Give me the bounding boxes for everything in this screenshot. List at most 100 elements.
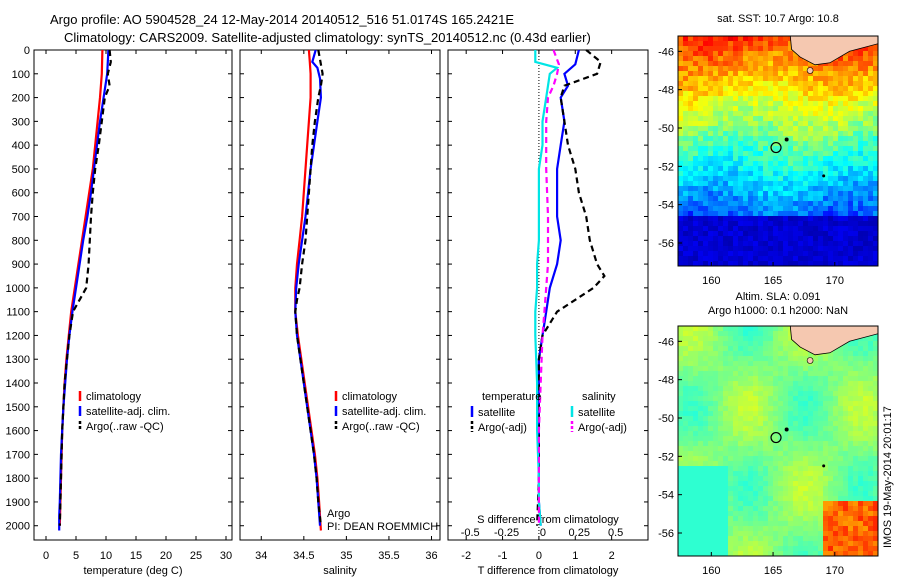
map-cell <box>818 371 823 376</box>
map-cell <box>803 381 808 386</box>
map-cell <box>748 361 753 366</box>
map-cell <box>788 351 793 356</box>
map-cell <box>738 361 743 366</box>
map-cell <box>703 156 708 161</box>
map-cell <box>683 61 688 66</box>
map-cell <box>863 396 868 401</box>
map-cell <box>713 346 718 351</box>
map-cell <box>768 356 773 361</box>
map-cell <box>738 336 743 341</box>
map-cell <box>873 111 878 116</box>
map-cell <box>678 511 683 516</box>
map-cell <box>753 341 758 346</box>
map-cell <box>703 221 708 226</box>
map-cell <box>758 211 763 216</box>
map-cell <box>853 86 858 91</box>
map-cell <box>828 121 833 126</box>
map-cell <box>858 546 863 551</box>
map-cell <box>788 341 793 346</box>
map-cell <box>818 396 823 401</box>
map-cell <box>678 251 683 256</box>
map-cell <box>838 501 843 506</box>
map-cell <box>763 526 768 531</box>
map-cell <box>848 216 853 221</box>
map-cell <box>703 466 708 471</box>
map-cell <box>873 166 878 171</box>
map-cell <box>873 511 878 516</box>
map-cell <box>728 366 733 371</box>
map-cell <box>793 261 798 266</box>
map-cell <box>813 101 818 106</box>
map-cell <box>868 181 873 186</box>
map-cell <box>823 171 828 176</box>
map-cell <box>723 351 728 356</box>
map-cell <box>823 506 828 511</box>
map-cell <box>843 456 848 461</box>
map-cell <box>753 36 758 41</box>
map-cell <box>748 211 753 216</box>
map-cell <box>738 36 743 41</box>
map-cell <box>688 241 693 246</box>
map-cell <box>798 171 803 176</box>
map-cell <box>863 81 868 86</box>
map-cell <box>758 116 763 121</box>
map-cell <box>753 416 758 421</box>
map-cell <box>683 486 688 491</box>
map-cell <box>728 541 733 546</box>
map-cell <box>868 476 873 481</box>
map-cell <box>718 196 723 201</box>
map-cell <box>803 86 808 91</box>
map-cell <box>718 121 723 126</box>
map-cell <box>778 361 783 366</box>
map-cell <box>693 381 698 386</box>
map-cell <box>863 401 868 406</box>
map-cell <box>708 256 713 261</box>
map-cell <box>828 171 833 176</box>
map-cell <box>838 411 843 416</box>
map-cell <box>833 231 838 236</box>
map-cell <box>798 66 803 71</box>
map-cell <box>793 146 798 151</box>
map-cell <box>763 246 768 251</box>
map-cell <box>858 536 863 541</box>
map-cell <box>738 156 743 161</box>
map-cell <box>683 96 688 101</box>
map-cell <box>793 386 798 391</box>
map-cell <box>738 201 743 206</box>
map-y-tick-label: -54 <box>658 200 674 212</box>
map-cell <box>828 436 833 441</box>
map-cell <box>758 381 763 386</box>
map-cell <box>853 226 858 231</box>
map-cell <box>798 451 803 456</box>
map-cell <box>748 171 753 176</box>
map-cell <box>753 511 758 516</box>
map-cell <box>818 101 823 106</box>
map-cell <box>858 176 863 181</box>
map-cell <box>728 256 733 261</box>
map-cell <box>793 111 798 116</box>
map-cell <box>713 56 718 61</box>
map-cell <box>778 161 783 166</box>
map-cell <box>813 401 818 406</box>
map-cell <box>853 341 858 346</box>
map-cell <box>773 366 778 371</box>
map-cell <box>708 411 713 416</box>
map-cell <box>858 101 863 106</box>
map-cell <box>763 366 768 371</box>
map-cell <box>803 161 808 166</box>
map-cell <box>713 551 718 556</box>
map-cell <box>748 386 753 391</box>
map-cell <box>698 121 703 126</box>
map-cell <box>788 261 793 266</box>
map-cell <box>828 541 833 546</box>
map-cell <box>708 416 713 421</box>
map-cell <box>788 481 793 486</box>
map-cell <box>708 116 713 121</box>
map-cell <box>838 496 843 501</box>
map-cell <box>698 491 703 496</box>
map-cell <box>813 236 818 241</box>
map-cell <box>698 101 703 106</box>
map-cell <box>763 236 768 241</box>
map-cell <box>718 86 723 91</box>
map-cell <box>783 81 788 86</box>
